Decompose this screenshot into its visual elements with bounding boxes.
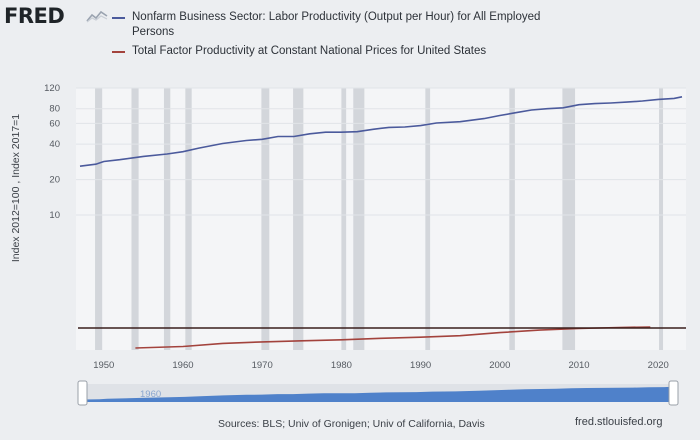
y-tick-label: 80 bbox=[49, 104, 60, 115]
y-tick-label: 40 bbox=[49, 139, 60, 150]
recession-shade bbox=[293, 88, 304, 350]
x-tick-label: 1950 bbox=[93, 360, 114, 371]
y-tick-label: 60 bbox=[49, 118, 60, 129]
recession-shade bbox=[659, 88, 664, 350]
legend-item-labor-productivity[interactable]: Nonfarm Business Sector: Labor Productiv… bbox=[112, 10, 582, 40]
legend-item-tfp[interactable]: Total Factor Productivity at Constant Na… bbox=[112, 44, 582, 59]
recession-shade bbox=[341, 88, 347, 350]
fred-logo[interactable]: FRED bbox=[4, 4, 65, 28]
legend-label-labor-productivity: Nonfarm Business Sector: Labor Productiv… bbox=[132, 11, 541, 38]
y-tick-label: 20 bbox=[49, 175, 60, 186]
legend-swatch-red bbox=[112, 51, 125, 53]
y-tick-label: 10 bbox=[49, 210, 60, 221]
legend: Nonfarm Business Sector: Labor Productiv… bbox=[112, 10, 582, 63]
sources-text: Sources: BLS; Univ of Gronigen; Univ of … bbox=[218, 418, 485, 430]
x-tick-label: 1960 bbox=[172, 360, 193, 371]
recession-shade bbox=[261, 88, 270, 350]
recession-shade bbox=[425, 88, 431, 350]
recession-shade bbox=[509, 88, 515, 350]
slider-label: 1960 bbox=[140, 389, 161, 400]
plot-area bbox=[76, 88, 686, 350]
fred-link[interactable]: fred.stlouisfed.org bbox=[575, 416, 663, 428]
slider-miniature bbox=[84, 386, 672, 402]
series-labor-productivity bbox=[79, 96, 683, 167]
recession-shade bbox=[95, 88, 103, 350]
recession-shade bbox=[353, 88, 365, 350]
slider-handle-left[interactable] bbox=[77, 380, 88, 406]
legend-label-tfp: Total Factor Productivity at Constant Na… bbox=[132, 45, 487, 57]
slider-handle-right[interactable] bbox=[668, 380, 679, 406]
x-tick-label: 1970 bbox=[252, 360, 273, 371]
recession-shade bbox=[185, 88, 192, 350]
x-tick-label: 1980 bbox=[331, 360, 352, 371]
y-tick-label: 120 bbox=[44, 83, 60, 94]
x-tick-label: 2020 bbox=[648, 360, 669, 371]
legend-swatch-blue bbox=[112, 17, 125, 19]
x-tick-label: 2010 bbox=[568, 360, 589, 371]
x-tick-label: 1990 bbox=[410, 360, 431, 371]
recession-shade bbox=[562, 88, 576, 350]
x-tick-label: 2000 bbox=[489, 360, 510, 371]
recession-shade bbox=[163, 88, 171, 350]
recession-shade bbox=[131, 88, 139, 350]
chart-line-icon bbox=[86, 10, 108, 23]
